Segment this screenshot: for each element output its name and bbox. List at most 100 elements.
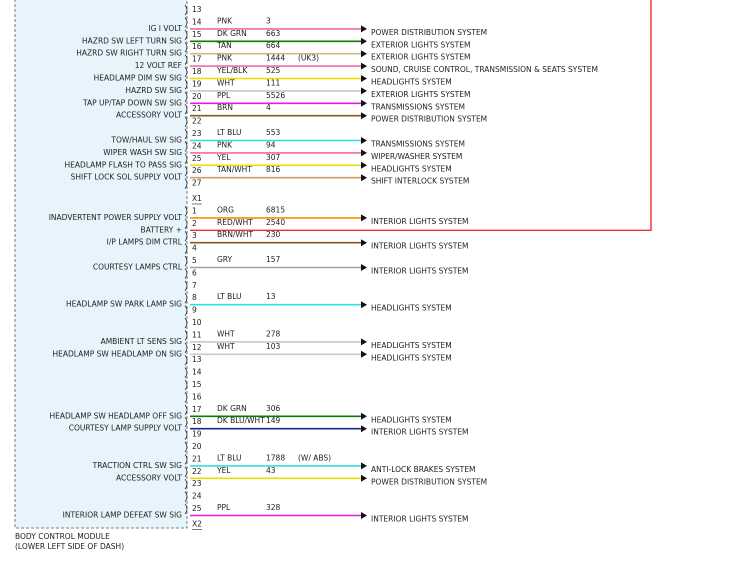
circuit-number: 13 <box>266 292 276 301</box>
pin-bracket <box>184 54 188 65</box>
pin-number: 12 <box>192 343 202 352</box>
pin-number: 21 <box>192 454 202 463</box>
wire-color: LT BLU <box>217 453 242 462</box>
wire-arrow <box>361 75 367 82</box>
wire-color: BRN <box>217 103 233 112</box>
circuit-number: 111 <box>266 78 281 87</box>
pin-number: 2 <box>192 219 197 228</box>
wire-arrow <box>361 149 367 157</box>
pin-bracket <box>184 206 188 217</box>
pin-number: 17 <box>192 405 202 414</box>
pin-bracket <box>184 466 188 478</box>
pin-label: 12 VOLT REF <box>135 61 182 70</box>
destination: INTERIOR LIGHTS SYSTEM <box>371 515 469 524</box>
pin-number: 13 <box>192 5 202 14</box>
wire-arrow <box>361 350 367 358</box>
pin-bracket <box>184 305 188 316</box>
circuit-number: 149 <box>266 416 281 425</box>
wire-color: TAN <box>216 41 232 50</box>
wire-color: WHT <box>217 342 235 351</box>
pin-bracket <box>184 491 188 502</box>
circuit-number: 525 <box>266 66 281 75</box>
pin-number: 24 <box>192 141 202 150</box>
connector-name: X1 <box>192 194 202 203</box>
pin-number: 15 <box>192 30 202 39</box>
destination: WIPER/WASHER SYSTEM <box>371 152 462 161</box>
pin-number: 7 <box>192 281 197 290</box>
wire-color: PPL <box>217 503 231 512</box>
pin-bracket <box>184 165 188 177</box>
pin-number: 22 <box>192 467 202 476</box>
destination: HEADLIGHTS SYSTEM <box>371 164 452 173</box>
pin-number: 22 <box>192 117 202 126</box>
destination: TRANSMISSIONS SYSTEM <box>370 140 465 149</box>
pin-label: INADVERTENT POWER SUPPLY VOLT <box>49 213 183 222</box>
pin-number: 5 <box>192 256 197 265</box>
pin-bracket <box>184 178 188 189</box>
circuit-number: 6815 <box>266 205 285 214</box>
destination: POWER DISTRIBUTION SYSTEM <box>371 477 487 486</box>
destination: POWER DISTRIBUTION SYSTEM <box>371 28 487 37</box>
pin-bracket <box>184 66 188 78</box>
pin-bracket <box>184 116 188 127</box>
pin-bracket <box>184 17 188 28</box>
wire-arrow <box>361 239 367 247</box>
wire-color: LT BLU <box>217 128 242 137</box>
destination: HEADLIGHTS SYSTEM <box>371 78 452 87</box>
wire-arrow <box>361 412 367 420</box>
pin-number: 4 <box>192 244 197 253</box>
wire-arrow <box>361 37 367 45</box>
pin-bracket <box>184 79 188 90</box>
pin-label: COURTESY LAMPS CTRL <box>93 263 183 272</box>
wire-color: LT BLU <box>217 292 242 301</box>
wire-arrow <box>361 87 367 95</box>
pin-bracket <box>184 41 188 53</box>
pin-bracket <box>184 392 188 403</box>
wire-color: TAN/WHT <box>216 165 252 174</box>
wire-arrow <box>361 161 367 169</box>
pin-bracket <box>184 317 188 329</box>
circuit-number: 306 <box>266 404 281 413</box>
wire-arrow <box>361 99 367 107</box>
pin-bracket <box>184 478 188 490</box>
wire-arrow <box>361 112 367 120</box>
pin-number: 16 <box>192 392 202 401</box>
circuit-number: 664 <box>266 41 281 50</box>
wire-color: WHT <box>217 78 235 87</box>
wire-color: ORG <box>217 205 234 214</box>
destination: POWER DISTRIBUTION SYSTEM <box>371 115 487 124</box>
pin-number: 16 <box>192 42 202 51</box>
circuit-number: 663 <box>266 29 281 38</box>
pin-number: 17 <box>192 55 202 64</box>
pin-number: 19 <box>192 430 202 439</box>
pin-number: 10 <box>192 318 202 327</box>
circuit-number: 328 <box>266 503 281 512</box>
circuit-number: 553 <box>266 128 281 137</box>
pin-label: HAZRD SW SIG <box>125 86 182 95</box>
pin-bracket <box>184 503 188 515</box>
pin-bracket <box>184 429 188 440</box>
wire-color: GRY <box>217 255 233 264</box>
circuit-number: 278 <box>266 329 281 338</box>
wire-arrow <box>361 50 367 58</box>
wire-arrow <box>361 264 367 271</box>
circuit-number: 816 <box>266 165 281 174</box>
wire-color: DK GRN <box>217 404 247 413</box>
destination: INTERIOR LIGHTS SYSTEM <box>371 217 469 226</box>
pin-label: BATTERY + <box>141 225 182 234</box>
pin-bracket <box>184 330 188 341</box>
wire-arrow <box>361 474 367 482</box>
module-location: (LOWER LEFT SIDE OF DASH) <box>15 542 124 551</box>
pin-bracket <box>184 416 188 428</box>
wire <box>190 0 652 231</box>
pin-number: 9 <box>192 306 197 315</box>
pin-number: 25 <box>192 504 202 513</box>
pin-number: 1 <box>192 206 197 215</box>
wire-color: YEL <box>216 153 231 162</box>
module-box <box>14 0 188 529</box>
wire-color: PNK <box>217 54 233 63</box>
pin-label: TAP UP/TAP DOWN SW SIG <box>82 98 182 107</box>
wire-color: DK BLU/WHT <box>217 416 265 425</box>
pin-bracket <box>184 128 188 140</box>
circuit-number: 1788 <box>266 453 285 462</box>
